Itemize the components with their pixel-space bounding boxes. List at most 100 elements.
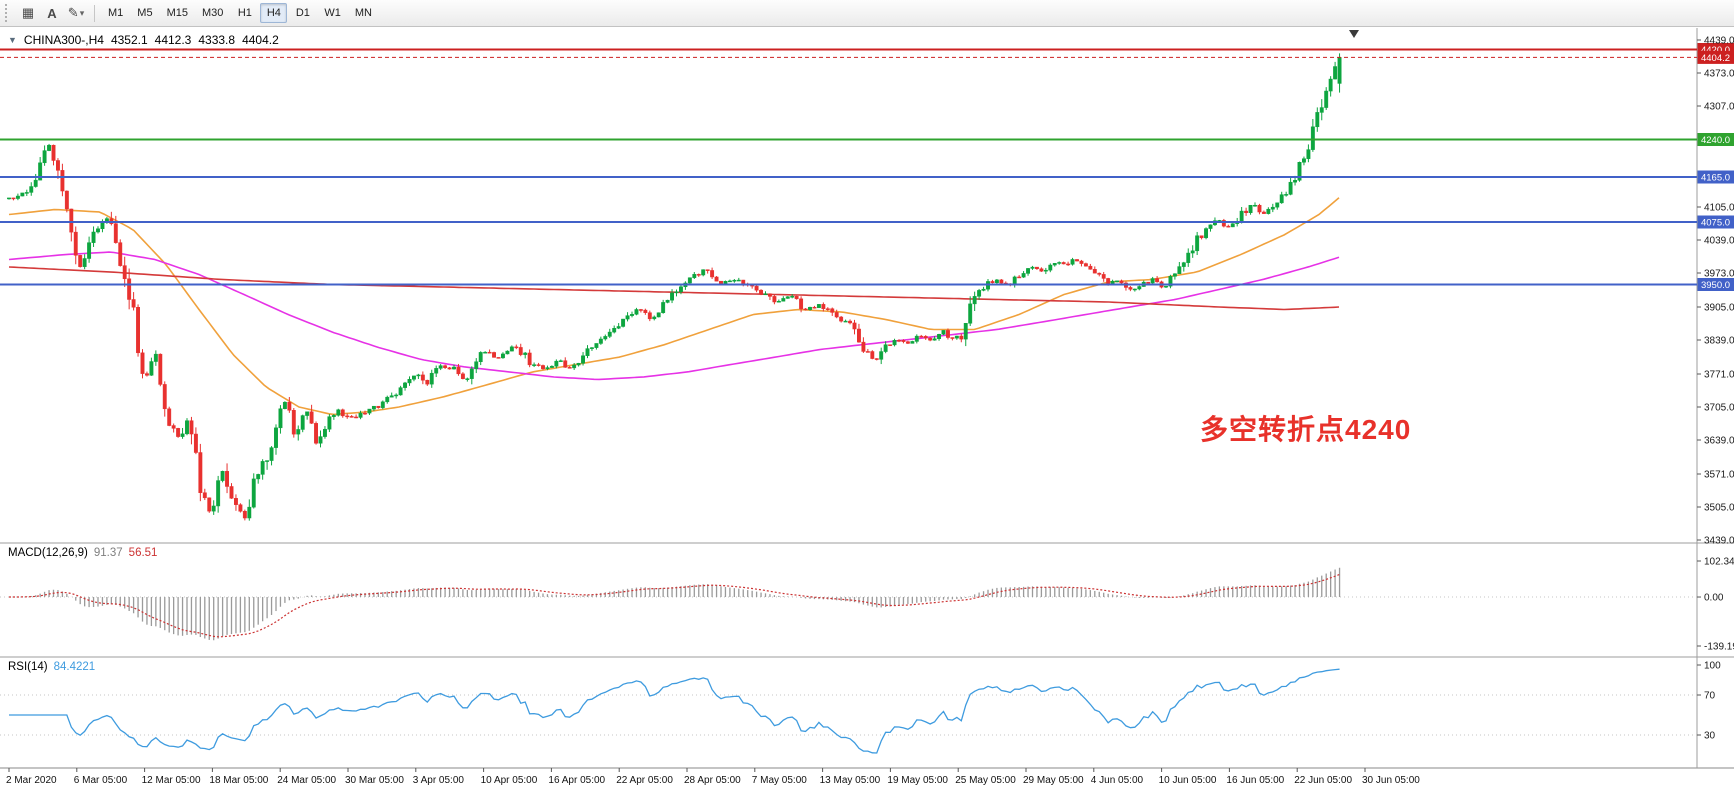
svg-text:30 Jun 05:00: 30 Jun 05:00 bbox=[1362, 775, 1420, 786]
svg-text:4 Jun 05:00: 4 Jun 05:00 bbox=[1091, 775, 1144, 786]
price-badge-3950.0 bbox=[1697, 278, 1734, 291]
svg-text:3771.0: 3771.0 bbox=[1704, 370, 1734, 381]
price-badge-4404.2 bbox=[1697, 50, 1734, 64]
svg-text:19 May 05:00: 19 May 05:00 bbox=[887, 775, 948, 786]
svg-text:3973.0: 3973.0 bbox=[1704, 269, 1734, 280]
ma-mid-magenta bbox=[8, 251, 1340, 381]
svg-text:6 Mar 05:00: 6 Mar 05:00 bbox=[74, 775, 128, 786]
timeframe-button-w1[interactable]: W1 bbox=[324, 7, 341, 19]
svg-text:12 Mar 05:00: 12 Mar 05:00 bbox=[142, 775, 201, 786]
svg-text:3705.0: 3705.0 bbox=[1704, 403, 1734, 414]
toolbar-grip[interactable] bbox=[5, 4, 11, 22]
svg-text:30: 30 bbox=[1704, 731, 1716, 742]
svg-text:4165.0: 4165.0 bbox=[1701, 173, 1730, 184]
svg-text:10 Apr 05:00: 10 Apr 05:00 bbox=[481, 775, 538, 786]
svg-text:4439.0: 4439.0 bbox=[1704, 36, 1734, 47]
toolbar-separator bbox=[94, 4, 95, 22]
price-scale[interactable]: 4439.0 4373.0 4307.0 4105.0 4039.0 3973.0 3905… bbox=[1697, 36, 1734, 547]
svg-text:25 May 05:00: 25 May 05:00 bbox=[955, 775, 1016, 786]
svg-text:3505.0: 3505.0 bbox=[1704, 503, 1734, 514]
svg-text:3439.0: 3439.0 bbox=[1704, 536, 1734, 547]
chart-shift-marker-icon[interactable] bbox=[1349, 30, 1359, 38]
svg-text:3571.0: 3571.0 bbox=[1704, 470, 1734, 481]
chart-annotation: 多空转折点4240 bbox=[1200, 414, 1412, 445]
macd-panel[interactable]: 102.34 0.00 -139.19 bbox=[9, 557, 1734, 653]
timeframe-button-m1[interactable]: M1 bbox=[108, 7, 124, 19]
svg-text:3950.0: 3950.0 bbox=[1701, 280, 1730, 291]
chart-canvas[interactable]: 4420.04404.24240.04165.04075.03950.04439… bbox=[0, 28, 1734, 792]
svg-text:16 Apr 05:00: 16 Apr 05:00 bbox=[548, 775, 605, 786]
svg-text:102.34: 102.34 bbox=[1704, 557, 1734, 568]
svg-text:-139.19: -139.19 bbox=[1704, 642, 1734, 653]
price-badge-4240.0 bbox=[1697, 133, 1734, 146]
rsi-panel[interactable]: 100 70 30 bbox=[9, 661, 1721, 754]
svg-text:2 Mar 2020: 2 Mar 2020 bbox=[6, 775, 57, 786]
svg-text:4420.0: 4420.0 bbox=[1701, 45, 1730, 56]
toolbar: ▦ A ✎ ▾ M1 M5 M15 M30 H1 H4 D1 W1 MN bbox=[0, 0, 1734, 27]
rsi-line bbox=[9, 668, 1340, 754]
svg-text:3 Apr 05:00: 3 Apr 05:00 bbox=[413, 775, 465, 786]
rsi-value: 84.4221 bbox=[53, 661, 96, 673]
svg-text:4075.0: 4075.0 bbox=[1701, 218, 1730, 229]
ohlc-close: 4404.2 bbox=[242, 33, 279, 47]
macd-signal-value: 56.51 bbox=[128, 547, 158, 559]
macd-indicator-label[interactable]: MACD(12,26,9) 91.37 56.51 bbox=[8, 547, 163, 559]
timeframe-button-d1[interactable]: D1 bbox=[295, 7, 310, 19]
macd-signal-line bbox=[9, 573, 1340, 638]
svg-text:29 May 05:00: 29 May 05:00 bbox=[1023, 775, 1084, 786]
chart-title: ▼ CHINA300-,H4 4352.1 4412.3 4333.8 4404.2 bbox=[8, 33, 286, 47]
chart-grid-icon[interactable]: ▦ bbox=[21, 5, 35, 20]
svg-text:4404.2: 4404.2 bbox=[1701, 53, 1730, 64]
svg-text:7 May 05:00: 7 May 05:00 bbox=[752, 775, 807, 786]
ma-slow-red bbox=[8, 266, 1340, 311]
svg-text:16 Jun 05:00: 16 Jun 05:00 bbox=[1226, 775, 1284, 786]
svg-text:13 May 05:00: 13 May 05:00 bbox=[820, 775, 881, 786]
svg-text:3639.0: 3639.0 bbox=[1704, 436, 1734, 447]
ohlc-high: 4412.3 bbox=[154, 33, 192, 47]
draw-tools-icon[interactable]: ✎ ▾ bbox=[67, 5, 85, 20]
svg-text:3905.0: 3905.0 bbox=[1704, 303, 1734, 314]
timeframe-group: M1 M5 M15 M30 H1 H4 D1 W1 MN bbox=[101, 3, 379, 23]
svg-text:4105.0: 4105.0 bbox=[1704, 203, 1734, 214]
ohlc-open: 4352.1 bbox=[110, 33, 148, 47]
text-label-icon[interactable]: A bbox=[47, 5, 57, 21]
caret-down-icon: ▾ bbox=[79, 7, 85, 18]
svg-text:24 Mar 05:00: 24 Mar 05:00 bbox=[277, 775, 336, 786]
moving-averages bbox=[8, 197, 1340, 416]
svg-text:30 Mar 05:00: 30 Mar 05:00 bbox=[345, 775, 404, 786]
chart-symbol-period: CHINA300-,H4 bbox=[23, 33, 104, 47]
macd-main-value: 91.37 bbox=[93, 547, 123, 559]
timeframe-button-h1[interactable]: H1 bbox=[237, 7, 252, 19]
one-click-trading-icon[interactable]: ▼ bbox=[8, 35, 17, 45]
timeframe-button-mn[interactable]: MN bbox=[354, 7, 372, 19]
chart-window: 4420.0 4404.2 4240.0 4165.0 4075.0 3950.0 4439… bbox=[0, 28, 1734, 792]
rsi-name: RSI(14) bbox=[8, 661, 48, 673]
timeframe-button-m30[interactable]: M30 bbox=[201, 7, 224, 19]
svg-text:4373.0: 4373.0 bbox=[1704, 69, 1734, 80]
svg-text:0.00: 0.00 bbox=[1704, 593, 1724, 604]
svg-text:22 Apr 05:00: 22 Apr 05:00 bbox=[616, 775, 673, 786]
svg-text:100: 100 bbox=[1704, 661, 1721, 672]
macd-name: MACD(12,26,9) bbox=[8, 547, 88, 559]
svg-text:70: 70 bbox=[1704, 691, 1716, 702]
svg-text:3839.0: 3839.0 bbox=[1704, 336, 1734, 347]
svg-text:4307.0: 4307.0 bbox=[1704, 102, 1734, 113]
svg-text:28 Apr 05:00: 28 Apr 05:00 bbox=[684, 775, 741, 786]
svg-text:4039.0: 4039.0 bbox=[1704, 236, 1734, 247]
svg-text:10 Jun 05:00: 10 Jun 05:00 bbox=[1159, 775, 1217, 786]
panel-structure bbox=[0, 28, 1734, 769]
timeframe-button-m5[interactable]: M5 bbox=[137, 7, 153, 19]
svg-text:22 Jun 05:00: 22 Jun 05:00 bbox=[1294, 775, 1352, 786]
price-badge-4165.0 bbox=[1697, 170, 1734, 184]
timeframe-button-h4[interactable]: H4 bbox=[260, 3, 288, 23]
toolbar-icons: ▦ A ✎ ▾ bbox=[16, 3, 88, 24]
time-scale[interactable]: 2 Mar 2020 6 Mar 05:00 12 Mar 05:00 18 Mar … bbox=[6, 768, 1420, 786]
candlestick-series[interactable] bbox=[7, 53, 1342, 521]
ohlc-low: 4333.8 bbox=[198, 33, 236, 47]
svg-text:4240.0: 4240.0 bbox=[1701, 135, 1730, 146]
timeframe-button-m15[interactable]: M15 bbox=[166, 7, 188, 19]
rsi-indicator-label[interactable]: RSI(14) 84.4221 bbox=[8, 661, 101, 673]
price-badge-4075.0 bbox=[1697, 215, 1734, 229]
svg-text:18 Mar 05:00: 18 Mar 05:00 bbox=[209, 775, 268, 786]
